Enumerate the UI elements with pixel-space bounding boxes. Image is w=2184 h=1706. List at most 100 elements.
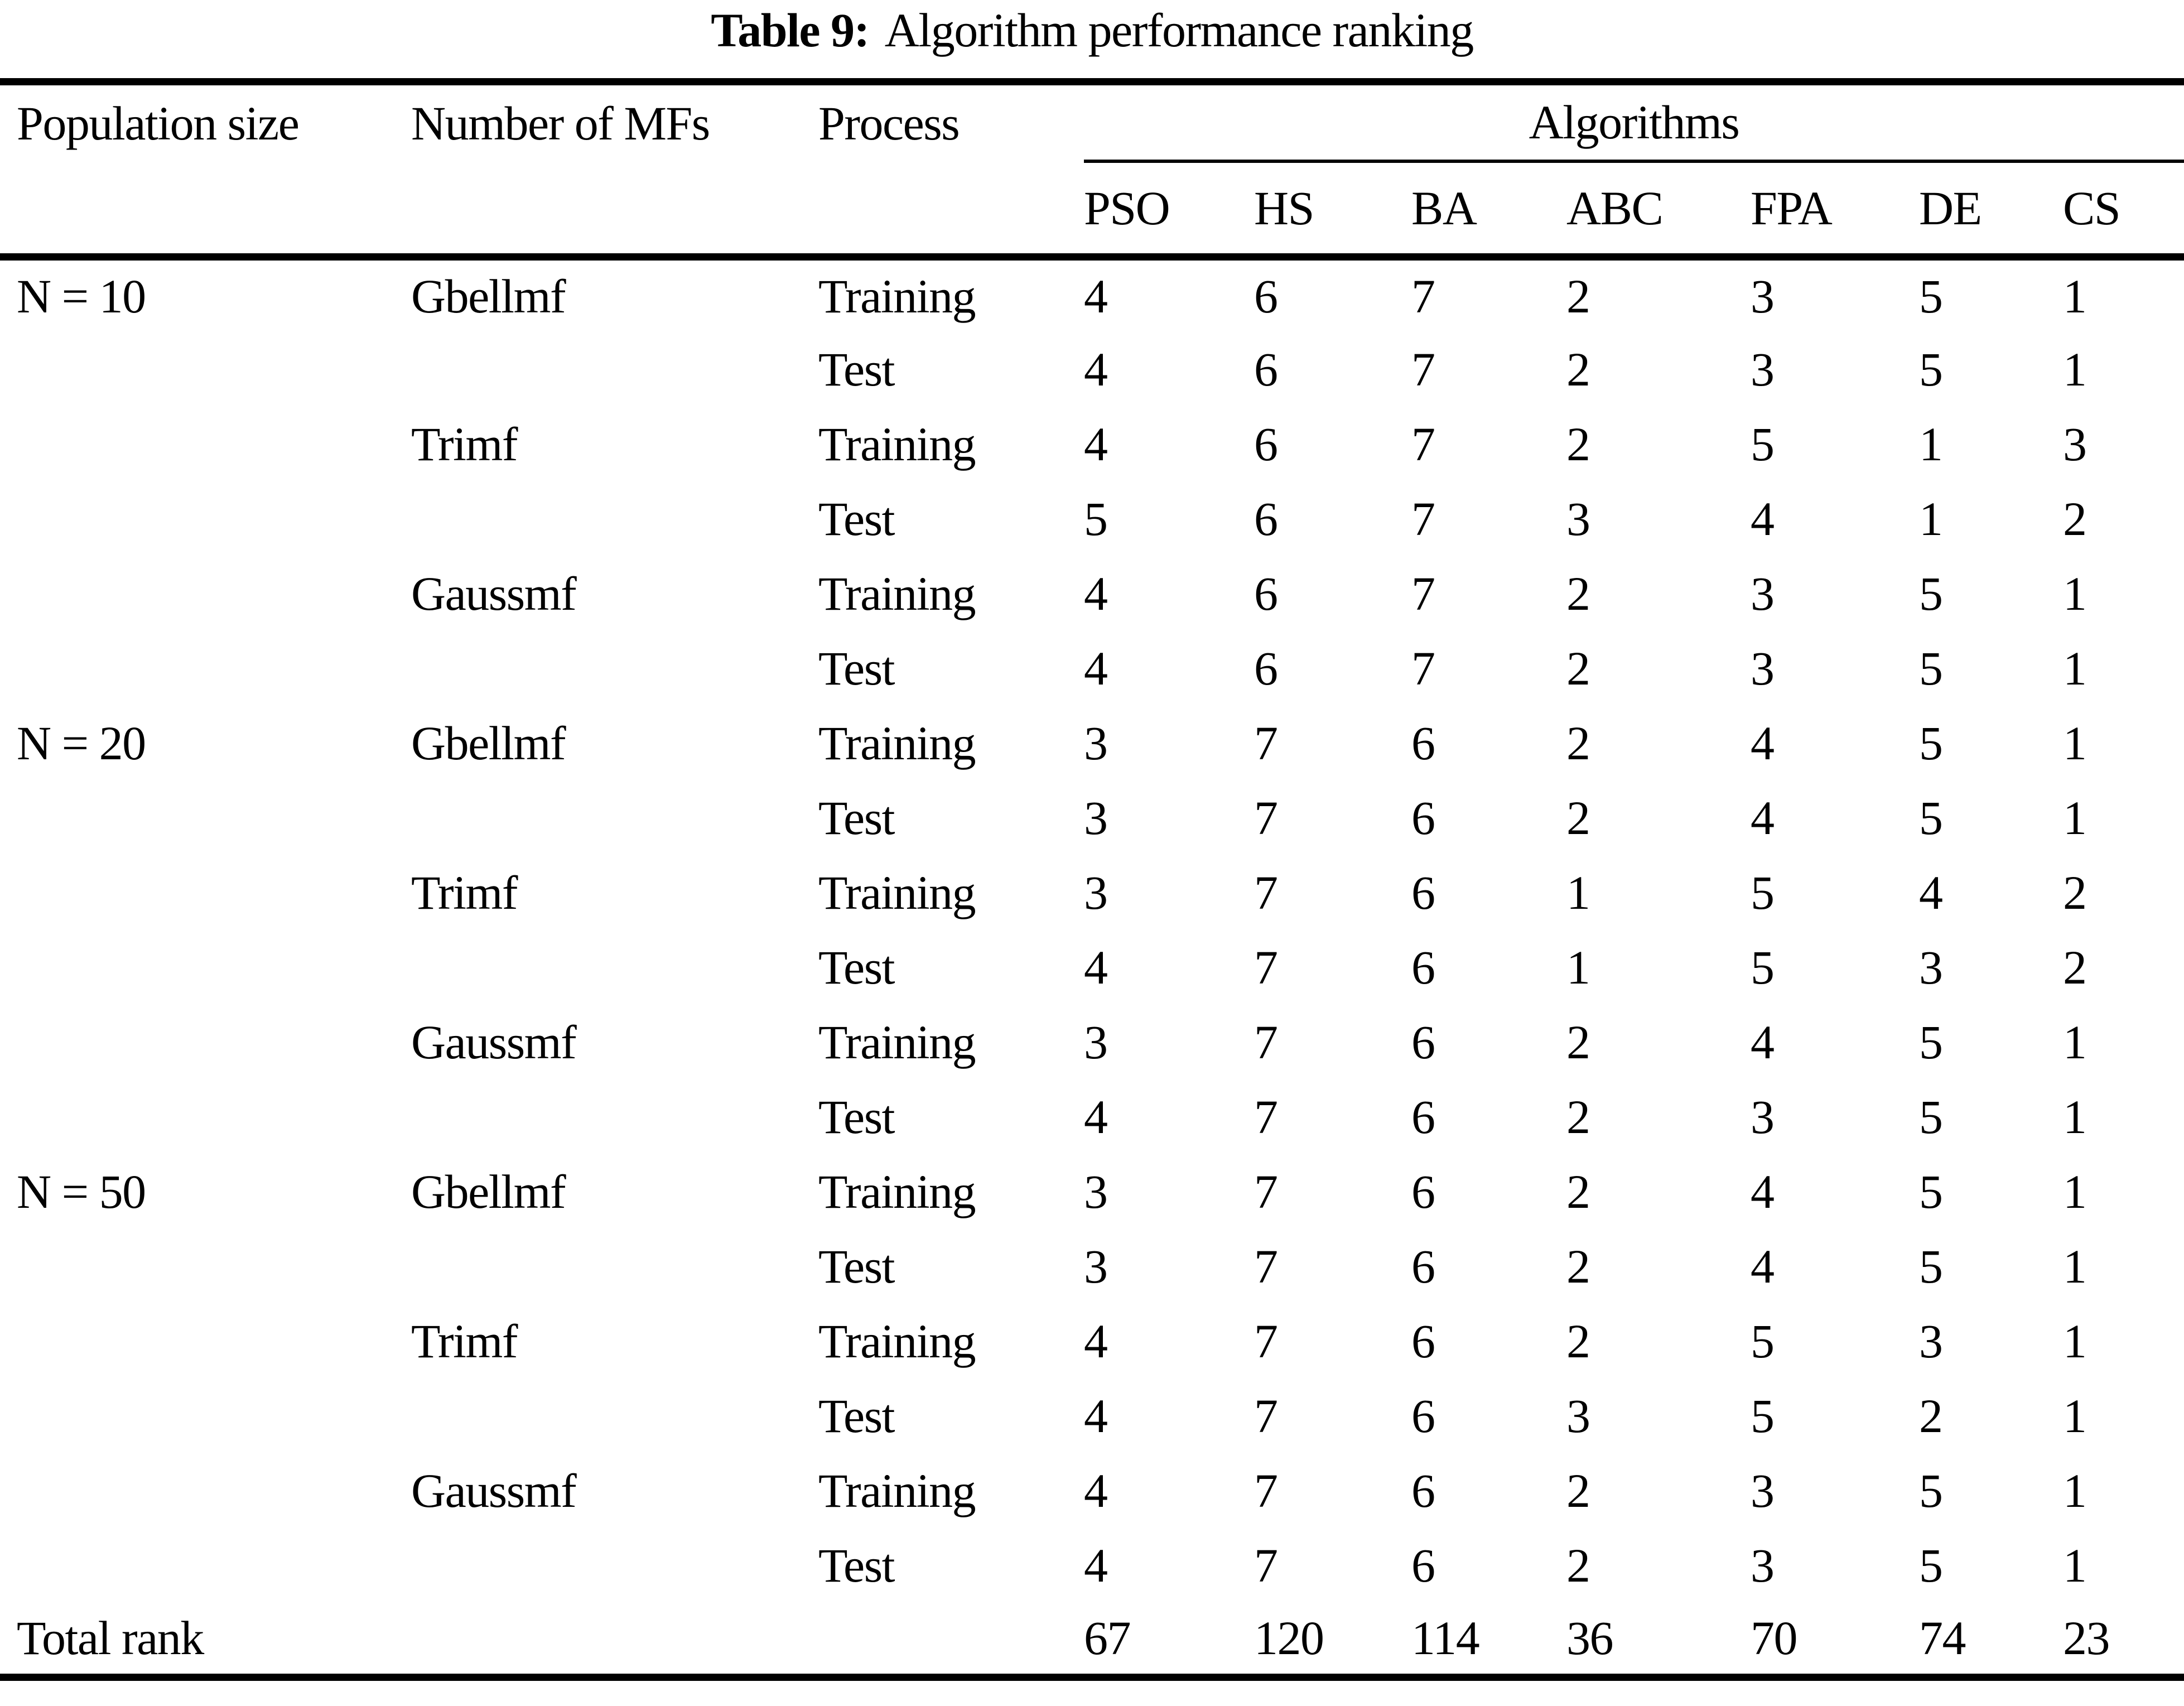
table-row: Test 3 7 6 2 4 5 1 — [0, 1229, 2184, 1304]
cell-abc: 2 — [1566, 1090, 1590, 1144]
table-caption-text: Algorithm performance ranking — [884, 3, 1474, 57]
cell-fpa: 4 — [1751, 791, 1775, 845]
cell-population-size — [0, 1453, 411, 1528]
cell-population-size — [0, 1005, 411, 1079]
cell-process: Test — [818, 342, 895, 396]
cell-population-size — [0, 481, 411, 556]
cell-process: Test — [818, 1239, 895, 1293]
cell-fpa: 3 — [1751, 566, 1775, 620]
cell-ba: 7 — [1411, 566, 1435, 620]
cell-de: 3 — [1919, 940, 1943, 994]
cell-de: 3 — [1919, 1314, 1943, 1368]
cell-pso: 4 — [1084, 417, 1108, 471]
cell-population-size: Total rank — [0, 1602, 411, 1681]
cell-fpa: 5 — [1751, 417, 1775, 471]
cell-mf-type: Gbellmf — [411, 269, 566, 323]
cell-ba: 7 — [1411, 641, 1435, 695]
cell-mf-type: Gaussmf — [411, 566, 577, 620]
header-spacer — [411, 161, 818, 261]
cell-pso: 4 — [1084, 1463, 1108, 1517]
cell-mf-type — [411, 1229, 818, 1304]
cell-population-size — [0, 930, 411, 1005]
cell-hs: 7 — [1254, 1389, 1278, 1443]
cell-hs: 6 — [1254, 342, 1278, 396]
cell-cs: 1 — [2063, 1389, 2087, 1443]
cell-fpa: 4 — [1751, 491, 1775, 546]
cell-mf-type — [411, 780, 818, 855]
cell-process: Test — [818, 1090, 895, 1144]
cell-fpa: 3 — [1751, 342, 1775, 396]
col-header-population-size: Population size — [17, 96, 300, 150]
col-header-number-of-mfs: Number of MFs — [411, 96, 710, 150]
cell-mf-type — [411, 332, 818, 407]
cell-process: Test — [818, 940, 895, 994]
cell-cs: 1 — [2063, 1015, 2087, 1069]
cell-mf-type: Gaussmf — [411, 1463, 577, 1517]
cell-pso: 3 — [1084, 791, 1108, 845]
cell-pso: 4 — [1084, 641, 1108, 695]
col-header-algorithms-group: Algorithms — [1084, 81, 2184, 163]
col-header-de: DE — [1919, 161, 2063, 261]
cell-process: Training — [818, 417, 976, 471]
cell-process: Test — [818, 491, 895, 546]
cell-abc: 2 — [1566, 791, 1590, 845]
col-header-cs: CS — [2063, 161, 2184, 261]
cell-abc: 2 — [1566, 641, 1590, 695]
table-row: Test 4 6 7 2 3 5 1 — [0, 631, 2184, 706]
table-row: N = 50 Gbellmf Training 3 7 6 2 4 5 1 — [0, 1154, 2184, 1229]
col-header-pso: PSO — [1084, 161, 1254, 261]
cell-process: Test — [818, 1538, 895, 1592]
table-caption: Table 9: Algorithm performance ranking — [0, 2, 2184, 58]
cell-pso: 5 — [1084, 491, 1108, 546]
cell-mf-type: Trimf — [411, 865, 518, 919]
cell-ba: 114 — [1411, 1602, 1566, 1681]
cell-population-size — [0, 332, 411, 407]
cell-hs: 7 — [1254, 1538, 1278, 1592]
cell-pso: 3 — [1084, 1239, 1108, 1293]
group-header-row: Population size Number of MFs Process Al… — [0, 81, 2184, 163]
cell-hs: 6 — [1254, 417, 1278, 471]
cell-abc: 2 — [1566, 417, 1590, 471]
cell-population-size: N = 10 — [17, 269, 146, 323]
cell-cs: 1 — [2063, 1463, 2087, 1517]
cell-population-size — [0, 1304, 411, 1379]
cell-mf-type: Gaussmf — [411, 1015, 577, 1069]
cell-de: 4 — [1919, 865, 1943, 919]
cell-abc: 2 — [1566, 1463, 1590, 1517]
table-row: N = 20 Gbellmf Training 3 7 6 2 4 5 1 — [0, 706, 2184, 780]
cell-hs: 7 — [1254, 1314, 1278, 1368]
table-row: Gaussmf Training 4 6 7 2 3 5 1 — [0, 556, 2184, 631]
col-header-abc: ABC — [1566, 161, 1751, 261]
cell-mf-type — [411, 1528, 818, 1603]
cell-process: Training — [818, 716, 976, 770]
table-row: Test 5 6 7 3 4 1 2 — [0, 481, 2184, 556]
cell-mf-type: Gbellmf — [411, 716, 566, 770]
cell-process: Training — [818, 1015, 976, 1069]
cell-de: 5 — [1919, 566, 1943, 620]
cell-cs: 1 — [2063, 1314, 2087, 1368]
cell-pso: 4 — [1084, 566, 1108, 620]
cell-de: 5 — [1919, 1463, 1943, 1517]
cell-process: Test — [818, 641, 895, 695]
cell-cs: 1 — [2063, 791, 2087, 845]
cell-abc: 2 — [1566, 342, 1590, 396]
total-rank-row: Total rank 67 120 114 36 70 74 23 — [0, 1602, 2184, 1681]
table-row: Gaussmf Training 4 7 6 2 3 5 1 — [0, 1453, 2184, 1528]
cell-population-size — [0, 407, 411, 481]
cell-pso: 4 — [1084, 1090, 1108, 1144]
cell-cs: 1 — [2063, 1090, 2087, 1144]
cell-de: 5 — [1919, 269, 1943, 323]
cell-population-size — [0, 1079, 411, 1154]
cell-de: 1 — [1919, 417, 1943, 471]
cell-cs: 1 — [2063, 342, 2087, 396]
cell-abc: 2 — [1566, 716, 1590, 770]
cell-hs: 6 — [1254, 641, 1278, 695]
cell-process: Training — [818, 1463, 976, 1517]
cell-mf-type — [411, 1379, 818, 1453]
cell-fpa: 3 — [1751, 1538, 1775, 1592]
cell-pso: 4 — [1084, 342, 1108, 396]
cell-population-size — [0, 631, 411, 706]
table-row: Test 4 7 6 1 5 3 2 — [0, 930, 2184, 1005]
cell-de: 2 — [1919, 1389, 1943, 1443]
cell-cs: 1 — [2063, 269, 2087, 323]
